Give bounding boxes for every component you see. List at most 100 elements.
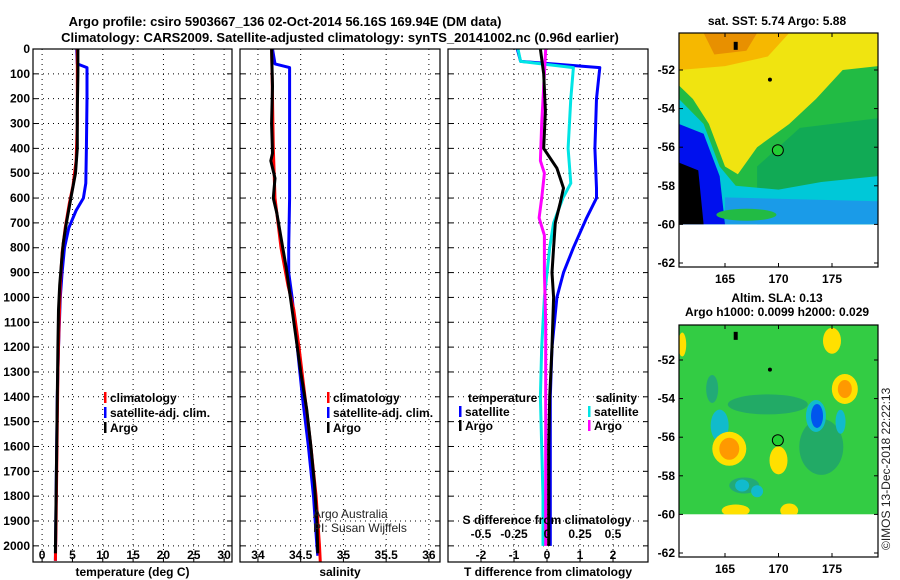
panel-difference: -2 -1 0 1 2 T difference from climatology temp… [447,48,649,579]
legend-label: satellite-adj. clim. [110,406,210,420]
x-tick-label: -2 [476,548,487,562]
annotation-pi-name: PI: Susan Wijffels [313,521,407,535]
y-tick-label: 1900 [3,514,30,528]
plot-frame [32,48,233,563]
series-line-satellite-adj-clim- [271,48,320,556]
series-line-argo [53,49,80,554]
sst-field-green-patch [716,208,777,221]
panel-salinity: 34 34.5 35 35.5 36 salinity climatologysatelli… [239,48,441,579]
legend-swatch [327,422,330,433]
float-track-marker [767,367,772,372]
float-track-marker [767,77,772,82]
sla-anomaly-blob [679,332,687,357]
sst-field-cyan [679,98,878,225]
secondary-x-tick-label: 0.25 [568,527,592,541]
secondary-x-axis-label: S difference from climatology [463,513,632,527]
y-tick-label: 1700 [3,464,30,478]
lon-tick-label: 170 [768,272,788,286]
lat-tick-label: -54 [658,392,676,406]
y-tick-label: 2000 [3,539,30,553]
float-track-marker [733,41,738,50]
x-tick-label: 30 [217,548,231,562]
legend-label: satellite [594,405,639,419]
legend-swatch [459,420,462,431]
lon-tick-label: 165 [715,272,735,286]
y-tick-label: 1100 [4,315,30,329]
legend-swatch [327,392,330,403]
series-line-argo [269,48,320,554]
x-tick-label: 25 [187,548,201,562]
legend-heading-temperature: temperature [468,391,538,405]
sla-anomaly-blob [721,504,750,515]
map-sst: -52 -54 -56 -58 -60 -62 165 170 175 sat. SST: 5.7… [658,14,879,286]
legend-swatch [104,422,107,433]
legend-label: Argo [110,421,138,435]
sla-anomaly-blob [822,327,841,354]
y-tick-label: 500 [10,166,30,180]
lon-tick-label: 165 [715,562,735,576]
legend-label: Argo [594,419,622,433]
series-line-s-satellite [516,48,575,546]
sla-anomaly-blob [780,503,799,515]
sst-field-dark-orange [703,33,758,55]
lat-tick-label: -52 [658,63,676,77]
y-tick-label: 800 [10,241,30,255]
sst-field-black [679,162,704,225]
lat-tick-label: -56 [658,430,676,444]
series-line-t-argo [538,48,565,546]
series-line-s-argo [537,48,548,546]
y-tick-label: 600 [10,191,30,205]
x-tick-label: 35 [337,548,351,562]
legend-heading-salinity: salinity [596,391,638,405]
y-tick-label: 1000 [3,290,30,304]
lat-tick-label: -62 [658,546,676,560]
legend-label: Argo [465,419,493,433]
legend-swatch [588,406,591,417]
profile-panels: 0100200300400500600700800900100011001200… [3,42,649,579]
y-tick-label: 900 [10,266,30,280]
legend-label: satellite [465,405,510,419]
map-sla: -52 -54 -56 -58 -60 -62 165 170 175 Altim. SLA: 0… [658,291,879,576]
sla-anomaly-blob [837,379,852,398]
sla-anomaly-blob [706,374,719,403]
lon-tick-label: 175 [822,272,842,286]
credit-text: ©IMOS 13-Dec-2018 22:22:13 [879,387,893,550]
map-field [679,33,878,225]
x-tick-label: 34 [251,548,265,562]
lat-tick-label: -52 [658,353,676,367]
sla-field-green [679,325,878,515]
figure-title-line1: Argo profile: csiro 5903667_136 02-Oct-2… [69,14,502,29]
x-tick-label: 0 [39,548,46,562]
sst-field-yellow [679,33,878,175]
x-tick-label: -1 [509,548,520,562]
y-tick-label: 400 [10,141,30,155]
plot-frame [239,48,441,563]
sla-anomaly-blob [719,437,740,460]
legend-swatch [327,407,330,418]
lon-tick-label: 170 [768,562,788,576]
sla-anomaly-blob [769,446,788,475]
legend-label: climatology [333,391,400,405]
legend-swatch [588,420,591,431]
map-panels: -52 -54 -56 -58 -60 -62 165 170 175 sat. SST: 5.7… [658,14,879,576]
legend-swatch [104,407,107,418]
x-tick-label: 36 [422,548,436,562]
x-axis-label: temperature (deg C) [75,565,189,579]
y-tick-label: 1500 [3,415,30,429]
x-tick-label: 5 [69,548,76,562]
x-tick-label: 34.5 [289,548,313,562]
sla-anomaly-blob [811,403,824,428]
lat-tick-label: -56 [658,140,676,154]
lat-tick-label: -58 [658,179,676,193]
sla-anomaly-blob [835,409,846,434]
y-tick-label: 1300 [3,365,30,379]
lat-tick-label: -60 [658,217,676,231]
y-tick-label: 300 [10,117,30,131]
y-tick-label: 0 [23,42,30,56]
lat-tick-label: -58 [658,469,676,483]
y-tick-label: 200 [10,92,30,106]
x-tick-label: 10 [96,548,110,562]
figure-title-line2: Climatology: CARS2009. Satellite-adjuste… [61,30,619,45]
sla-anomaly-blob [735,479,750,492]
